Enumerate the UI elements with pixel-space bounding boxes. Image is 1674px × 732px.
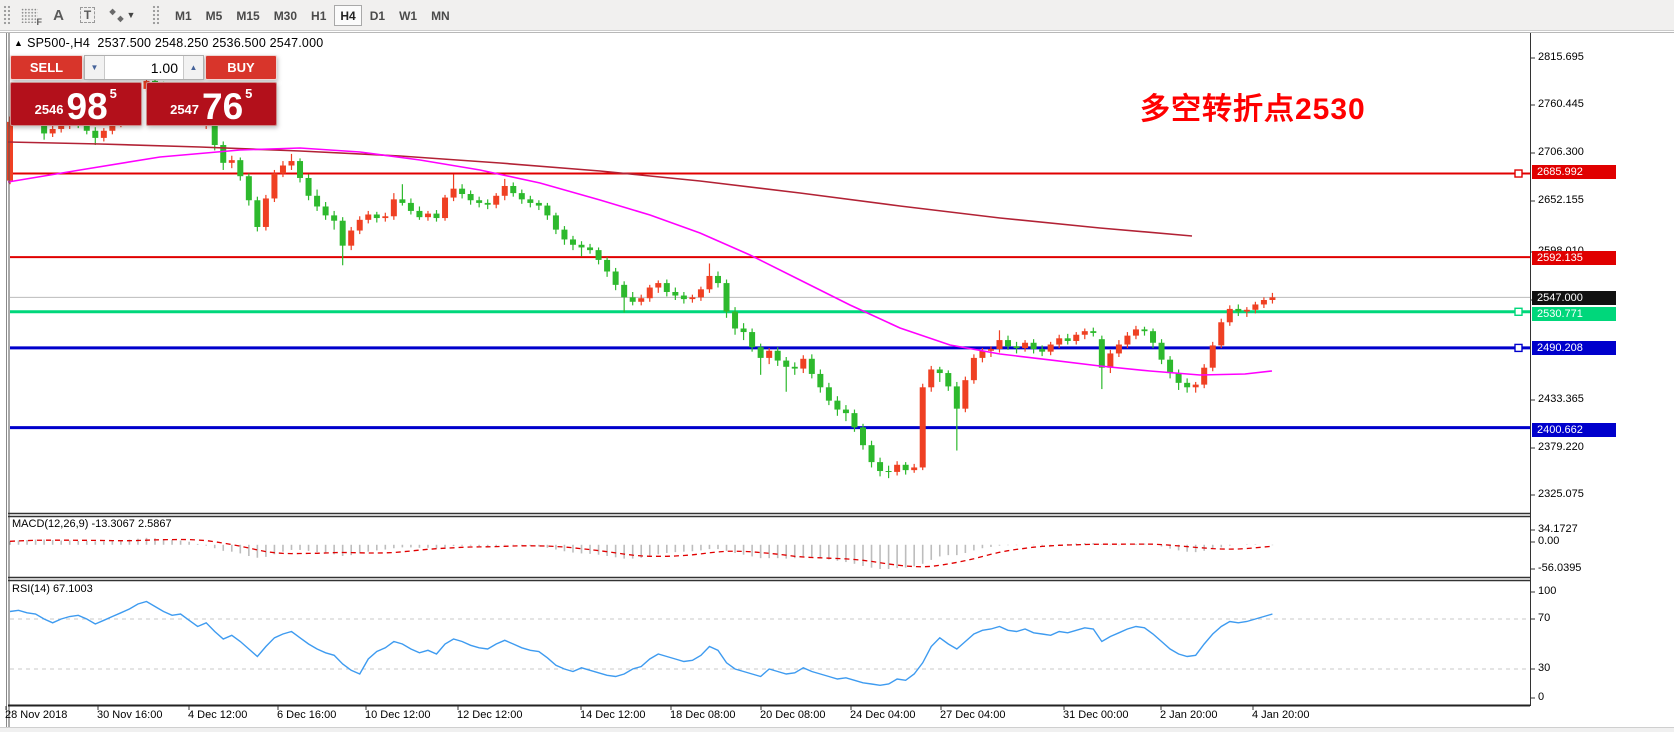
timeframe-button-H1[interactable]: H1 — [311, 8, 327, 23]
price-axis-tick: 2706.300 — [1538, 146, 1584, 158]
price-axis[interactable]: 2815.6952760.4452706.3002652.1552598.010… — [1531, 33, 1674, 706]
timeframe-button-H4[interactable]: H4 — [334, 4, 362, 26]
buy-price-prefix: 2547 — [170, 102, 200, 117]
time-axis-label: 12 Dec 12:00 — [457, 709, 523, 721]
timeframe-toolbar-grip[interactable] — [152, 5, 159, 25]
price-line-tag: 2592.135 — [1532, 251, 1616, 265]
chart-frame — [0, 32, 1674, 727]
buy-price-sup: 5 — [245, 86, 253, 101]
price-axis-tick: 2815.695 — [1538, 51, 1584, 63]
volume-increase-button[interactable]: ▲ — [183, 56, 203, 79]
time-axis-label: 2 Jan 20:00 — [1160, 709, 1218, 721]
time-axis-label: 31 Dec 00:00 — [1063, 709, 1129, 721]
rsi-line — [9, 600, 1273, 687]
timeframe-button-MN[interactable]: MN — [431, 8, 450, 23]
indicator-axis-tick: 0.00 — [1538, 535, 1560, 547]
text-label-tool-button[interactable]: A — [45, 3, 72, 28]
price-axis-tick: 2433.365 — [1538, 393, 1584, 405]
volume-decrease-button[interactable]: ▼ — [85, 56, 105, 79]
time-axis-label: 27 Dec 04:00 — [940, 709, 1006, 721]
rsi-indicator-label: RSI(14) 67.1003 — [12, 583, 93, 595]
chart-title: ▲ SP500-,H4 2537.500 2548.250 2536.500 25… — [14, 36, 323, 50]
candles-layer — [7, 71, 1276, 479]
objects-icon: ◆ ◆ — [109, 7, 124, 23]
price-line-tag: 2400.662 — [1532, 423, 1616, 437]
buy-price-main: 76 — [202, 85, 244, 127]
indicator-axis-tick: -56.0395 — [1538, 562, 1582, 574]
timeframe-button-W1[interactable]: W1 — [399, 8, 418, 23]
time-axis-label: 4 Dec 12:00 — [188, 709, 248, 721]
indicator-axis-tick: 70 — [1538, 612, 1551, 624]
price-line-tag: 2685.992 — [1532, 165, 1616, 179]
text-box-tool-button[interactable]: T — [74, 3, 101, 28]
horizontal-level-lines — [10, 169, 1530, 430]
toolbar: F A T ◆ ◆ ▼ M1 M5 M15 M30 H1 H4 D1 W1 MN — [0, 0, 1674, 31]
toolbar-grip[interactable] — [3, 5, 10, 25]
indicator-axis-tick: 0 — [1538, 691, 1545, 703]
price-line-tag: 2547.000 — [1532, 291, 1616, 305]
fibonacci-grid-icon: F — [21, 7, 42, 27]
buy-button[interactable]: BUY — [205, 55, 277, 80]
ohlc-values: 2537.500 2548.250 2536.500 2547.000 — [97, 36, 324, 50]
volume-input[interactable]: 1.00 — [150, 59, 178, 76]
timeframe-group: M1 M5 M15 M30 H1 H4 D1 W1 MN — [168, 4, 457, 26]
time-axis-label: 30 Nov 16:00 — [97, 709, 163, 721]
symbol-period: SP500-,H4 — [27, 36, 91, 50]
time-axis-label: 14 Dec 12:00 — [580, 709, 646, 721]
sell-price-prefix: 2546 — [34, 102, 64, 117]
volume-spinner: ▼ 1.00 ▲ — [84, 55, 204, 80]
price-axis-tick: 2652.155 — [1538, 194, 1584, 206]
arrange-objects-button[interactable]: ◆ ◆ ▼ — [103, 3, 141, 28]
time-axis-label: 28 Nov 2018 — [5, 709, 68, 721]
timeframe-button-D1[interactable]: D1 — [369, 8, 386, 23]
indicator-axis-tick: 34.1727 — [1538, 523, 1578, 535]
sell-button[interactable]: SELL — [10, 55, 83, 80]
sell-price-main: 98 — [66, 85, 108, 127]
price-line-tag: 2530.771 — [1532, 307, 1616, 321]
timeframe-button-M15[interactable]: M15 — [236, 8, 260, 23]
macd-indicator-label: MACD(12,26,9) -13.3067 2.5867 — [12, 518, 172, 530]
time-axis-label: 6 Dec 16:00 — [277, 709, 337, 721]
text-box-icon: T — [79, 7, 96, 23]
timeframe-button-M30[interactable]: M30 — [273, 8, 298, 23]
window-bottom-strip — [0, 727, 1674, 732]
symbol-arrow-icon: ▲ — [14, 38, 24, 48]
one-click-trade-panel: SELL ▼ 1.00 ▲ BUY 2546 98 5 2547 76 5 — [10, 55, 277, 126]
price-axis-tick: 2760.445 — [1538, 98, 1584, 110]
fast-ma-line — [7, 147, 1273, 376]
time-axis-label: 4 Jan 20:00 — [1252, 709, 1310, 721]
sell-price-display[interactable]: 2546 98 5 — [10, 82, 142, 126]
time-axis-label: 20 Dec 08:00 — [760, 709, 826, 721]
indicator-axis-tick: 30 — [1538, 662, 1551, 674]
time-axis-label: 18 Dec 08:00 — [670, 709, 736, 721]
macd-signal-line — [9, 538, 1273, 568]
buy-price-display[interactable]: 2547 76 5 — [145, 82, 277, 127]
slow-ma-line — [7, 141, 1193, 237]
price-axis-tick: 2325.075 — [1538, 488, 1584, 500]
chart-text-annotation[interactable]: 多空转折点2530 — [1140, 93, 1366, 126]
indicator-axis-tick: 100 — [1538, 585, 1557, 597]
sell-price-sup: 5 — [109, 86, 117, 101]
fibonacci-tool-button[interactable]: F — [16, 3, 43, 28]
price-axis-tick: 2379.220 — [1538, 441, 1584, 453]
time-axis-label: 10 Dec 12:00 — [365, 709, 431, 721]
dropdown-caret-icon: ▼ — [126, 10, 136, 20]
rsi-pane — [9, 600, 1530, 687]
time-axis[interactable]: 28 Nov 2018 30 Nov 16:00 4 Dec 12:00 6 Dec … — [0, 706, 1674, 727]
price-line-tag: 2490.208 — [1532, 341, 1616, 355]
time-axis-label: 24 Dec 04:00 — [850, 709, 916, 721]
macd-pane — [9, 537, 1274, 569]
timeframe-button-M5[interactable]: M5 — [205, 8, 223, 23]
text-label-icon: A — [53, 6, 64, 24]
timeframe-button-M1[interactable]: M1 — [175, 8, 192, 23]
